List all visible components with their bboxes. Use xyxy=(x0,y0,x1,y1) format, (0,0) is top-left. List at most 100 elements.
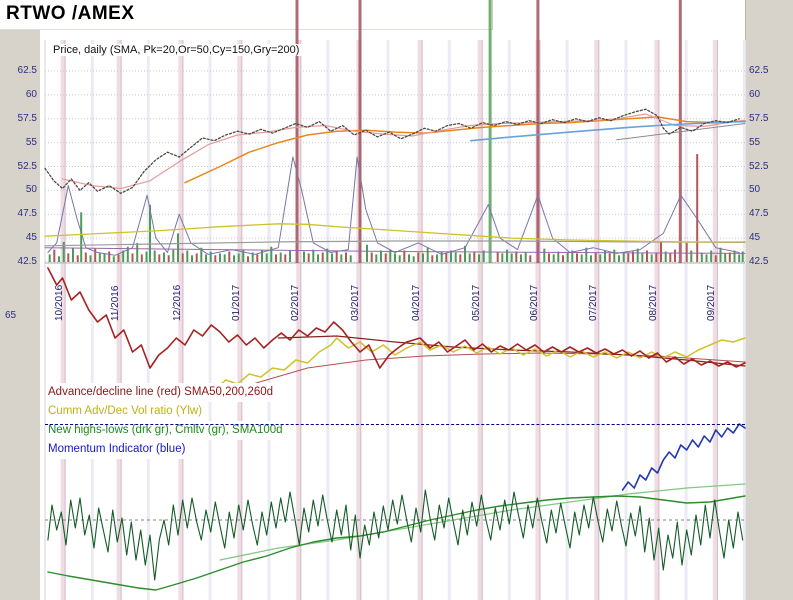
volume-bar xyxy=(384,253,387,262)
volume-bar xyxy=(331,253,333,262)
price-axis-tick-right: 45 xyxy=(749,232,761,243)
price-axis-tick-left: 47.5 xyxy=(17,208,37,219)
volume-bar xyxy=(710,250,713,262)
volume-bar xyxy=(450,250,452,262)
volume-bar xyxy=(370,252,373,262)
volume-bar xyxy=(80,212,83,262)
volume-bar xyxy=(140,254,143,262)
price-axis-tick-right: 55 xyxy=(749,137,761,148)
price-axis-tick-left: 55 xyxy=(25,137,37,148)
x-axis-date-label: 02/2017 xyxy=(290,284,301,321)
volume-bar xyxy=(233,255,235,262)
volume-bar xyxy=(48,254,51,262)
volume-bar xyxy=(247,256,249,262)
volume-bar xyxy=(733,250,736,262)
volume-bar xyxy=(599,254,602,262)
volume-bar xyxy=(431,255,434,262)
month-stripe xyxy=(178,40,184,600)
volume-bar xyxy=(548,253,550,262)
volume-bar xyxy=(705,254,708,262)
volume-bar xyxy=(724,253,727,262)
volume-bar xyxy=(690,250,693,262)
volume-bar xyxy=(585,247,588,262)
volume-bar xyxy=(594,252,597,262)
volume-bar xyxy=(289,250,291,262)
volume-bar xyxy=(482,250,485,262)
volume-bar xyxy=(646,250,648,262)
volume-bar xyxy=(181,253,184,262)
series-adv-dec-sma-a xyxy=(277,335,746,367)
price-axis-tick-right: 60 xyxy=(749,89,761,100)
x-axis-date-label: 10/2016 xyxy=(54,284,65,321)
volume-bar xyxy=(84,252,87,262)
volume-bar xyxy=(459,254,462,262)
volume-bar xyxy=(223,254,226,262)
price-axis-tick-left: 57.5 xyxy=(17,113,37,124)
volume-bar xyxy=(510,253,513,262)
x-axis-date-label: 08/2017 xyxy=(648,284,659,321)
volume-bar xyxy=(256,254,259,262)
month-gridline xyxy=(360,40,362,600)
month-gridline xyxy=(64,40,66,600)
month-gridline xyxy=(421,40,423,600)
month-stripe xyxy=(712,40,718,600)
volume-bar xyxy=(265,253,268,262)
price-axis-tick-left: 50 xyxy=(25,184,37,195)
volume-bar xyxy=(524,252,527,262)
volume-bar xyxy=(557,251,560,262)
series-cumulative-highs-lows xyxy=(47,495,746,591)
volume-bar xyxy=(131,253,134,262)
volume-bar xyxy=(62,241,65,262)
volume-bar xyxy=(237,253,240,262)
volume-bar xyxy=(58,256,60,262)
month-gridline xyxy=(716,40,718,600)
volume-bar xyxy=(153,250,156,262)
volume-bar xyxy=(117,254,120,262)
volume-bar xyxy=(103,253,106,262)
volume-bar xyxy=(685,242,688,262)
month-gridline xyxy=(120,40,122,600)
volume-bar xyxy=(506,249,508,262)
momentum-zero-line xyxy=(45,424,745,425)
price-axis-tick-left: 62.5 xyxy=(17,65,37,76)
volume-bar xyxy=(163,252,165,262)
volume-bar xyxy=(321,252,324,262)
volume-bar xyxy=(627,253,630,262)
volume-bar xyxy=(529,255,532,262)
volume-bar xyxy=(520,254,522,262)
volume-bar xyxy=(53,249,56,262)
volume-bar xyxy=(98,253,101,262)
volume-bar xyxy=(403,250,406,262)
legend-item: Momentum Indicator (blue) xyxy=(46,440,191,459)
month-stripe xyxy=(477,40,483,600)
x-axis-date-label: 05/2017 xyxy=(471,284,482,321)
volume-bar xyxy=(349,255,352,262)
price-axis-tick-left: 52.5 xyxy=(17,161,37,172)
price-axis-tick-right: 42.5 xyxy=(749,256,769,267)
series-sma20-pink xyxy=(61,113,746,190)
volume-bar xyxy=(228,251,231,262)
mid-month-stripe xyxy=(90,40,94,600)
series-volume-ma xyxy=(47,156,740,256)
lower-axis-tick: 65 xyxy=(5,310,17,321)
volume-bar xyxy=(412,256,415,262)
volume-bar xyxy=(714,255,717,262)
month-gridline xyxy=(300,40,302,600)
volume-bar xyxy=(335,251,338,262)
title-bar xyxy=(0,0,493,30)
volume-bar xyxy=(650,254,653,262)
x-axis-date-label: 11/2016 xyxy=(110,285,121,321)
volume-bar xyxy=(422,253,424,262)
volume-bar xyxy=(664,251,667,262)
volume-bar xyxy=(515,251,518,262)
volume-bar xyxy=(741,251,744,262)
volume-bar xyxy=(345,252,347,262)
volume-bar xyxy=(543,248,546,262)
volume-bar xyxy=(89,255,92,262)
month-stripe xyxy=(356,40,362,600)
volume-bar xyxy=(719,247,722,262)
ticker-title: RTWO /AMEX xyxy=(6,3,135,24)
volume-bar xyxy=(674,249,676,262)
